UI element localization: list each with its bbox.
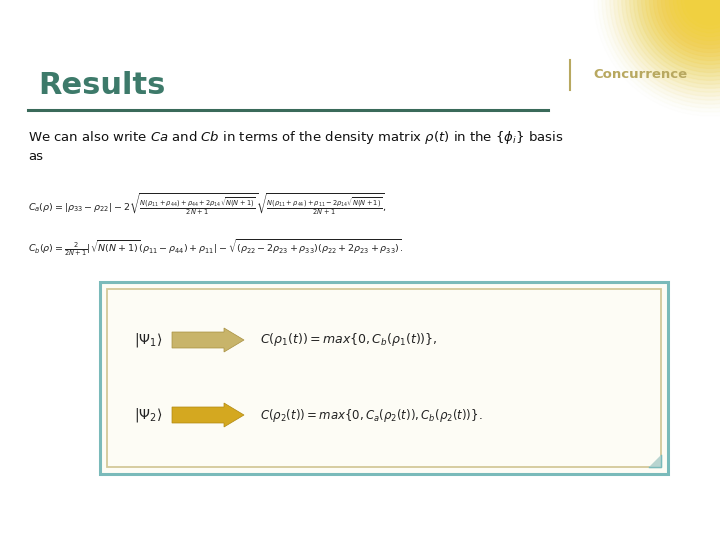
Circle shape [678,0,720,33]
Text: $C(\rho_1(t)) = max\{0, C_b(\rho_1(t))\},$: $C(\rho_1(t)) = max\{0, C_b(\rho_1(t))\}… [260,332,438,348]
Text: $|\Psi_1\rangle$: $|\Psi_1\rangle$ [134,331,162,349]
Circle shape [662,0,720,49]
Text: We can also write $\mathit{Ca}$ and $\mathit{Cb}$ in terms of the density matrix: We can also write $\mathit{Ca}$ and $\ma… [28,130,563,146]
Circle shape [654,0,720,57]
Circle shape [649,0,720,60]
FancyBboxPatch shape [100,282,668,474]
Circle shape [618,0,720,92]
FancyArrow shape [172,328,244,352]
Text: $|\Psi_2\rangle$: $|\Psi_2\rangle$ [134,406,162,424]
Circle shape [634,0,720,76]
Text: Results: Results [38,71,166,99]
FancyBboxPatch shape [107,289,661,467]
Circle shape [705,0,715,5]
Text: $C(\rho_2(t)) = max\{0, C_a(\rho_2(t)), C_b(\rho_2(t))\}.$: $C(\rho_2(t)) = max\{0, C_a(\rho_2(t)), … [260,407,482,423]
Circle shape [693,0,720,17]
FancyArrow shape [172,403,244,427]
Circle shape [697,0,720,13]
Circle shape [689,0,720,21]
Circle shape [646,0,720,64]
Circle shape [681,0,720,29]
Circle shape [685,0,720,25]
Circle shape [673,0,720,37]
Circle shape [630,0,720,80]
Polygon shape [649,455,661,467]
Circle shape [670,0,720,40]
Circle shape [626,0,720,84]
Circle shape [657,0,720,52]
Text: as: as [28,151,43,164]
Circle shape [701,0,719,9]
Circle shape [638,0,720,72]
Circle shape [665,0,720,45]
Text: $C_b(\rho) = \frac{2}{2N+1}|\sqrt{N(N+1)}(\rho_{11}-\rho_{44})+\rho_{11}| - \sqr: $C_b(\rho) = \frac{2}{2N+1}|\sqrt{N(N+1)… [28,238,403,258]
Text: Concurrence: Concurrence [593,69,687,82]
Circle shape [613,0,720,96]
Text: $C_a(\rho) = |\rho_{33}-\rho_{22}|-2\sqrt{\frac{N(\rho_{11}+\rho_{44})+\rho_{44}: $C_a(\rho) = |\rho_{33}-\rho_{22}|-2\sqr… [28,192,387,218]
Circle shape [622,0,720,88]
Circle shape [642,0,720,69]
